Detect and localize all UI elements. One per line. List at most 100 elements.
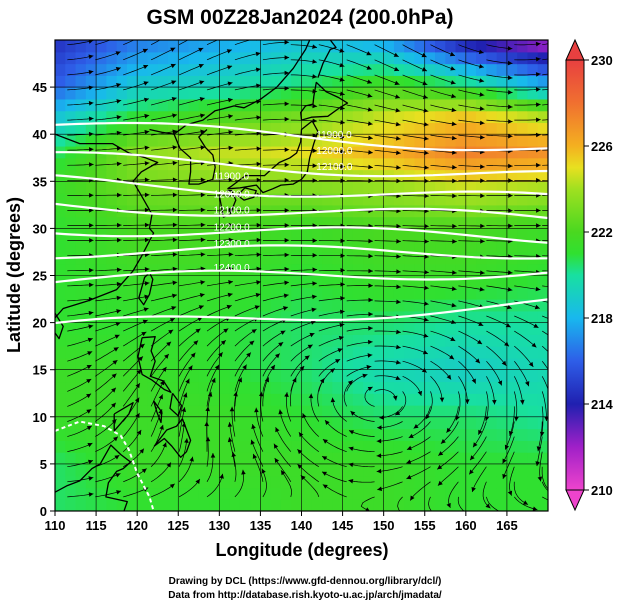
heat-cell-569 — [476, 369, 487, 383]
heat-cell-60 — [178, 487, 190, 500]
heat-cell-1385 — [476, 169, 487, 182]
heat-cell-880 — [219, 287, 231, 300]
heat-cell-63 — [209, 487, 220, 500]
heat-cell-254 — [198, 440, 210, 453]
heat-cell-840 — [301, 299, 313, 312]
heat-cell-99 — [85, 475, 97, 489]
heat-cell-1704 — [301, 87, 313, 100]
heat-cell-234 — [486, 452, 498, 465]
streamline-arrow-10 — [322, 484, 328, 489]
heat-cell-1803 — [332, 63, 344, 76]
heat-cell-1460 — [260, 145, 272, 159]
heat-cell-556 — [342, 369, 354, 383]
heat-cell-835 — [250, 299, 262, 312]
streamline-3 — [150, 483, 175, 498]
heat-cell-1138 — [404, 228, 416, 241]
streamline-arrow-215 — [559, 343, 564, 348]
streamline-arrow-214 — [531, 342, 537, 348]
heat-cell-928 — [219, 275, 231, 288]
streamline-arrow-6 — [241, 469, 246, 475]
heat-cell-1318 — [280, 181, 292, 194]
heat-cell-696 — [301, 334, 313, 347]
streamline-arrow-74 — [135, 413, 140, 419]
heat-cell-980 — [260, 263, 272, 277]
heat-cell-655 — [373, 346, 385, 359]
heat-cell-1469 — [352, 145, 364, 159]
heat-cell-1437 — [517, 157, 529, 171]
heat-cell-1399 — [126, 157, 138, 171]
streamline-arrow-98 — [284, 392, 289, 397]
heat-cell-1092 — [424, 240, 436, 253]
heat-cell-92 — [506, 487, 518, 500]
streamline-arrow-128 — [136, 369, 142, 375]
heat-cell-199 — [126, 452, 138, 465]
streamline-119 — [364, 386, 375, 407]
streamline-186 — [234, 328, 257, 347]
heat-cell-66 — [239, 487, 251, 500]
heat-cell-84 — [424, 487, 436, 500]
heat-cell-1333 — [435, 181, 446, 194]
heat-cell-1866 — [486, 51, 498, 65]
heat-cell-326 — [445, 428, 457, 441]
heat-cell-221 — [352, 452, 364, 465]
heat-cell-1876 — [96, 40, 107, 53]
heat-cell-1168 — [219, 216, 231, 230]
heat-cell-1182 — [363, 216, 374, 230]
streamline-543 — [150, 40, 161, 46]
streamline-arrow-54 — [87, 443, 93, 448]
heat-cell-707 — [414, 334, 426, 347]
heat-cell-1089 — [393, 240, 405, 253]
heat-cell-1574 — [445, 122, 457, 135]
streamline-arrow-469 — [116, 99, 122, 104]
streamline-164 — [122, 343, 145, 362]
heat-cell-1277 — [352, 193, 364, 206]
heat-cell-1071 — [209, 240, 220, 253]
heat-cell-761 — [476, 322, 487, 335]
heat-cell-256 — [219, 440, 231, 453]
streamline-141 — [485, 391, 489, 422]
heat-cell-600 — [301, 357, 313, 371]
streamline-arrow-392 — [480, 178, 485, 183]
heat-cell-318 — [363, 428, 374, 441]
heat-cell-714 — [486, 334, 498, 347]
heat-cell-1280 — [383, 193, 395, 206]
streamline-arrow-327 — [172, 222, 178, 228]
heat-cell-1676 — [506, 98, 518, 112]
heat-cell-1719 — [455, 87, 467, 100]
heat-cell-677 — [106, 334, 118, 347]
heat-cell-624 — [55, 346, 66, 359]
heat-cell-382 — [527, 416, 539, 430]
heat-cell-1263 — [209, 193, 220, 206]
heat-cell-1844 — [260, 51, 272, 65]
heat-cell-754 — [404, 322, 416, 335]
streamline-arrow-513 — [339, 77, 345, 82]
streamline-arrow-421 — [284, 147, 290, 152]
heat-cell-296 — [137, 428, 149, 441]
heat-cell-1575 — [455, 122, 467, 135]
streamline-arrow-374 — [480, 193, 485, 199]
heat-cell-1257 — [147, 193, 159, 206]
heat-cell-1261 — [188, 193, 200, 206]
heat-cell-448 — [219, 393, 231, 406]
heat-cell-1506 — [239, 134, 251, 147]
streamline-82 — [324, 419, 347, 437]
streamline-131 — [206, 364, 220, 392]
streamline-arrow-21 — [166, 462, 171, 468]
coastline-10 — [169, 392, 183, 417]
heat-cell-1085 — [352, 240, 364, 253]
heat-cell-654 — [363, 346, 374, 359]
y-tick-label-1: 5 — [40, 457, 47, 472]
heat-cell-788 — [260, 310, 272, 324]
streamline-arrow-507 — [170, 63, 176, 69]
heat-cell-1473 — [393, 145, 405, 159]
streamline-arrow-46 — [322, 456, 328, 461]
heat-cell-1590 — [116, 110, 128, 124]
heat-cell-1335 — [455, 181, 467, 194]
heat-cell-1857 — [393, 51, 405, 65]
heat-cell-620 — [506, 357, 518, 371]
heat-cell-1712 — [383, 87, 395, 100]
heat-cell-1561 — [311, 122, 323, 135]
streamline-arrow-44 — [273, 443, 279, 449]
heat-cell-1060 — [96, 240, 107, 253]
footer-credit-data: Data from http://database.rish.kyoto-u.a… — [168, 590, 442, 601]
